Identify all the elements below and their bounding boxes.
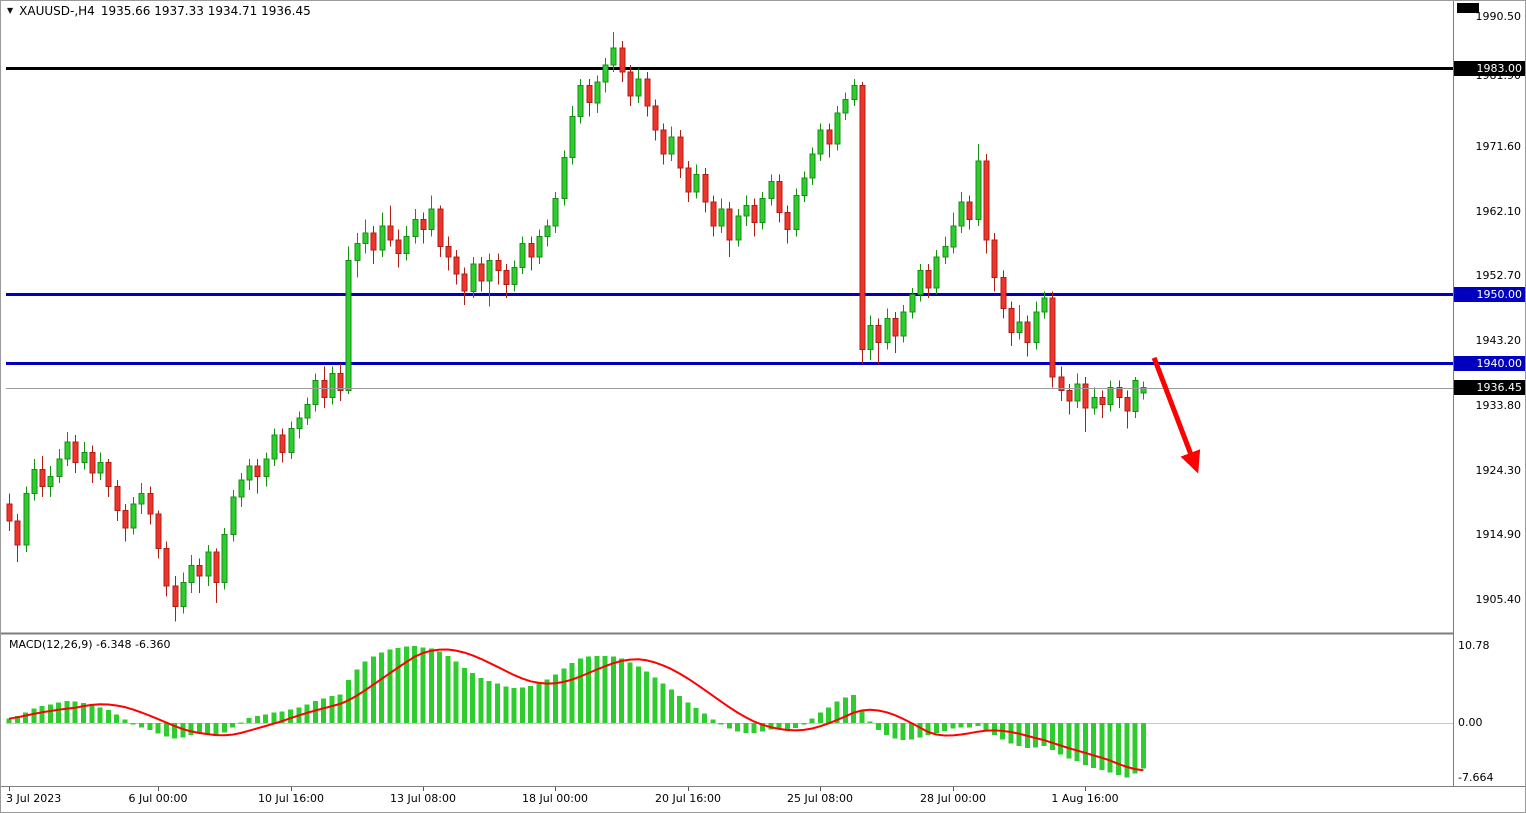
price-tick-label: 1943.20	[1475, 334, 1522, 347]
time-tick-label: 20 Jul 16:00	[655, 792, 721, 805]
price-tick-label: 1990.50	[1475, 10, 1522, 23]
trend-arrow[interactable]	[1151, 356, 1201, 474]
price-level-tag: 1950.00	[1454, 287, 1525, 302]
macd-tick-label: 0.00	[1458, 716, 1483, 729]
price-tick-label: 1905.40	[1475, 593, 1522, 606]
price-level-tag: 1940.00	[1454, 356, 1525, 371]
panel-separators	[1, 1, 1525, 787]
time-tick-label: 13 Jul 08:00	[390, 792, 456, 805]
time-tick-label: 25 Jul 08:00	[787, 792, 853, 805]
time-tick-label: 6 Jul 00:00	[128, 792, 188, 805]
macd-signal-line	[8, 648, 1144, 772]
candles[interactable]	[6, 32, 1147, 622]
time-tick-label: 3 Jul 2023	[6, 792, 62, 805]
price-tick-label: 1914.90	[1475, 528, 1522, 541]
macd-tick-label: -7.664	[1458, 771, 1494, 784]
time-axis-ticks	[9, 787, 1086, 791]
price-tick-label: 1933.80	[1475, 399, 1522, 412]
symbol-collapse-triangle-icon[interactable]: ▼	[7, 6, 14, 15]
horizontal-levels[interactable]	[6, 67, 1453, 365]
time-tick-label: 1 Aug 16:00	[1051, 792, 1119, 805]
price-level-tag: 1983.00	[1454, 61, 1525, 76]
price-axis[interactable]: 1990.501981.901971.601962.101952.701943.…	[1453, 1, 1525, 786]
price-tick-label: 1962.10	[1475, 205, 1522, 218]
macd-axis[interactable]: 10.78 0.00 -7.664	[1453, 635, 1525, 786]
macd-histogram	[6, 646, 1146, 778]
scrollbar-thumb[interactable]	[1457, 3, 1479, 13]
price-tick-label: 1952.70	[1475, 269, 1522, 282]
price-tick-label: 1971.60	[1475, 140, 1522, 153]
macd-indicator-label: MACD(12,26,9) -6.348 -6.360	[9, 638, 171, 651]
price-tick-label: 1924.30	[1475, 464, 1522, 477]
symbol-timeframe-label: XAUUSD-,H4	[19, 4, 95, 18]
time-axis[interactable]: 3 Jul 2023 6 Jul 00:00 10 Jul 16:00 13 Jul …	[1, 787, 1525, 812]
time-tick-label: 10 Jul 16:00	[258, 792, 324, 805]
macd-tick-label: 10.78	[1458, 639, 1490, 652]
ohlc-readout: 1935.66 1937.33 1934.71 1936.45	[100, 4, 311, 18]
chart-header: ▼ XAUUSD-,H4 1935.66 1937.33 1934.71 193…	[7, 4, 311, 18]
time-tick-label: 18 Jul 00:00	[522, 792, 588, 805]
price-level-tag: 1936.45	[1454, 380, 1525, 395]
time-tick-label: 28 Jul 00:00	[920, 792, 986, 805]
